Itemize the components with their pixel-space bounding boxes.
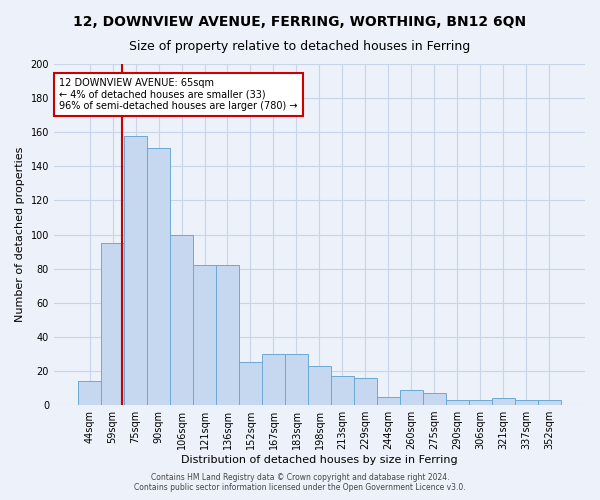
X-axis label: Distribution of detached houses by size in Ferring: Distribution of detached houses by size … xyxy=(181,455,458,465)
Bar xyxy=(193,265,216,405)
Text: Contains HM Land Registry data © Crown copyright and database right 2024.
Contai: Contains HM Land Registry data © Crown c… xyxy=(134,473,466,492)
Bar xyxy=(400,390,423,405)
Text: Size of property relative to detached houses in Ferring: Size of property relative to detached ho… xyxy=(130,40,470,53)
Bar xyxy=(354,378,377,405)
Bar xyxy=(124,136,147,405)
Bar xyxy=(377,396,400,405)
Bar xyxy=(538,400,561,405)
Bar xyxy=(147,148,170,405)
Text: 12, DOWNVIEW AVENUE, FERRING, WORTHING, BN12 6QN: 12, DOWNVIEW AVENUE, FERRING, WORTHING, … xyxy=(73,15,527,29)
Bar xyxy=(515,400,538,405)
Bar xyxy=(285,354,308,405)
Bar xyxy=(492,398,515,405)
Bar xyxy=(262,354,285,405)
Y-axis label: Number of detached properties: Number of detached properties xyxy=(15,147,25,322)
Bar xyxy=(239,362,262,405)
Bar xyxy=(170,234,193,405)
Bar xyxy=(78,381,101,405)
Text: 12 DOWNVIEW AVENUE: 65sqm
← 4% of detached houses are smaller (33)
96% of semi-d: 12 DOWNVIEW AVENUE: 65sqm ← 4% of detach… xyxy=(59,78,298,111)
Bar xyxy=(469,400,492,405)
Bar xyxy=(216,265,239,405)
Bar xyxy=(446,400,469,405)
Bar xyxy=(101,243,124,405)
Bar xyxy=(331,376,354,405)
Bar xyxy=(308,366,331,405)
Bar xyxy=(423,393,446,405)
